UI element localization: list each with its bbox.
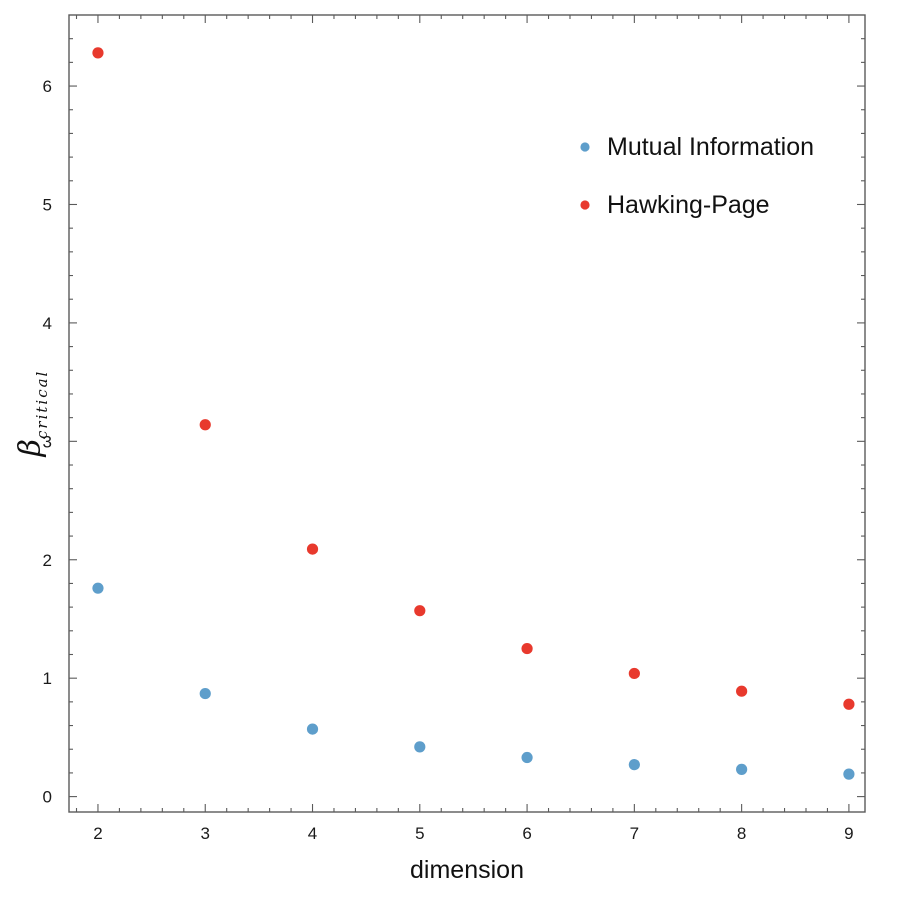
svg-text:βcritical: βcritical: [13, 370, 51, 458]
y-axis-label-symbol: β: [13, 439, 48, 457]
data-point-hawking-page: [92, 47, 104, 59]
legend-label-hawking-page: Hawking-Page: [607, 191, 770, 219]
x-tick-label: 7: [630, 824, 639, 843]
data-point-hawking-page: [521, 642, 533, 655]
data-point-hawking-page: [306, 543, 319, 555]
y-axis-label-subscript: critical: [33, 370, 51, 439]
y-tick-label: 5: [43, 195, 52, 214]
axis-ticks: [69, 15, 865, 812]
y-tick-label: 3: [43, 432, 52, 451]
data-points: [92, 47, 855, 780]
data-point-hawking-page: [199, 419, 211, 431]
data-point-mutual-information: [306, 723, 319, 735]
data-point-hawking-page: [414, 605, 426, 617]
y-tick-label: 6: [43, 77, 52, 96]
data-point-mutual-information: [521, 751, 533, 764]
y-tick-label: 0: [43, 788, 52, 807]
x-tick-label: 5: [415, 824, 424, 843]
legend-label-mutual-information: Mutual Information: [607, 133, 814, 161]
x-tick-label: 8: [737, 824, 746, 843]
data-point-mutual-information: [736, 763, 748, 775]
y-axis-label: βcritical: [13, 370, 51, 458]
x-tick-label: 9: [844, 824, 853, 843]
x-tick-label: 4: [308, 824, 317, 843]
data-point-mutual-information: [843, 768, 855, 780]
data-point-hawking-page: [736, 685, 748, 697]
data-point-mutual-information: [199, 687, 211, 700]
y-tick-label: 2: [43, 551, 52, 570]
y-tick-label: 1: [43, 669, 52, 688]
y-tick-label: 4: [43, 314, 52, 333]
x-tick-label: 2: [93, 824, 102, 843]
legend: Mutual Information Hawking-Page: [580, 133, 814, 219]
data-point-mutual-information: [92, 582, 104, 594]
tick-labels: 2 3 4 5 6 7 8 9 0 1 2 3 4 5 6: [43, 77, 854, 843]
x-axis-label: dimension: [410, 856, 524, 884]
legend-marker-mutual-information: [580, 142, 590, 152]
x-tick-label: 3: [201, 824, 210, 843]
legend-marker-hawking-page: [580, 200, 590, 210]
x-tick-label: 6: [522, 824, 531, 843]
data-point-mutual-information: [414, 741, 426, 753]
data-point-hawking-page: [843, 698, 855, 710]
plot-frame: [68, 14, 866, 813]
data-point-mutual-information: [628, 759, 640, 771]
data-point-hawking-page: [628, 667, 640, 680]
